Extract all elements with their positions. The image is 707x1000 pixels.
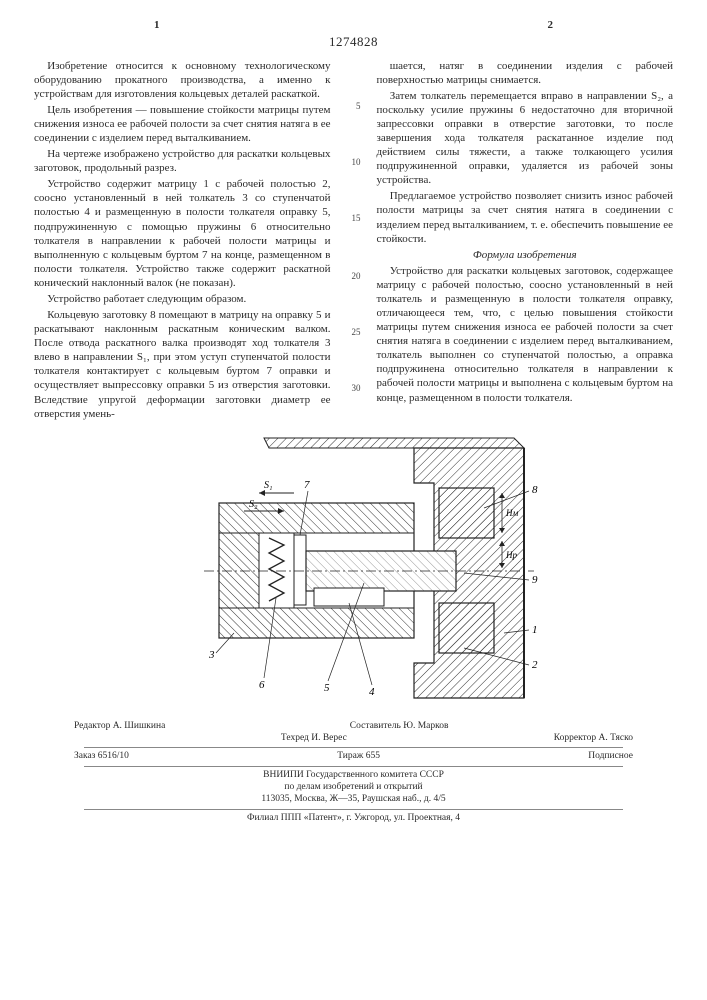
footer-tirage: Тираж 655 <box>337 751 380 763</box>
footer-row-authors: Редактор А. Шишкина Составитель Ю. Марко… <box>34 721 673 733</box>
label-7: 7 <box>304 479 310 491</box>
footer-rule-1 <box>84 747 623 748</box>
c1-p4: Устройство содержит матрицу 1 с рабочей … <box>34 177 331 290</box>
line-number-gutter: 5 10 15 20 25 30 <box>345 59 363 423</box>
body-columns: Изобретение относится к основному технол… <box>34 59 673 423</box>
header: 1 2 1274828 <box>34 18 673 51</box>
col-num-left: 1 <box>154 18 160 32</box>
c2-p1: шается, натяг в соединении изделия с раб… <box>377 59 674 87</box>
tick-30: 30 <box>352 383 361 395</box>
c1-p1: Изобретение относится к основному технол… <box>34 59 331 101</box>
c1-p2: Цель изобретения — повышение стойкости м… <box>34 103 331 145</box>
label-2: 2 <box>532 659 538 671</box>
tick-15: 15 <box>352 213 361 225</box>
label-5: 5 <box>324 682 330 694</box>
footer-line-4: по делам изобретений и открытий <box>34 782 673 794</box>
footer-row-tech: Техред И. Верес Корректор А. Тяско <box>34 733 673 745</box>
footer-order: Заказ 6516/10 <box>74 751 129 763</box>
tick-20: 20 <box>352 271 361 283</box>
technical-drawing: S₁ S₂ Hм Hр 3 6 7 <box>164 433 544 713</box>
label-hp: Hр <box>505 550 517 560</box>
tick-5: 5 <box>356 101 361 113</box>
label-3: 3 <box>208 649 215 661</box>
label-9: 9 <box>532 574 538 586</box>
page: 1 2 1274828 Изобретение относится к осно… <box>0 0 707 1000</box>
footer: Редактор А. Шишкина Составитель Ю. Марко… <box>34 721 673 825</box>
c1-p5: Устройство работает следующим образом. <box>34 292 331 306</box>
c1-p3: На чертеже изображено устройство для рас… <box>34 147 331 175</box>
label-8: 8 <box>532 484 538 496</box>
label-s1: S₁ <box>264 480 272 491</box>
drawing-svg: S₁ S₂ Hм Hр 3 6 7 <box>164 433 544 713</box>
footer-compiler: Составитель Ю. Марков <box>350 721 449 733</box>
col-num-right: 2 <box>548 18 554 32</box>
arrow-s1: S₁ <box>259 480 294 496</box>
formula-heading: Формула изобретения <box>377 248 674 262</box>
footer-line-6: Филиал ППП «Патент», г. Ужгород, ул. Про… <box>34 813 673 825</box>
c2-p3: Предлагаемое устройство позволяет снизит… <box>377 189 674 245</box>
label-1: 1 <box>532 624 538 636</box>
footer-corrector: Корректор А. Тяско <box>554 733 633 745</box>
column-2: шается, натяг в соединении изделия с раб… <box>377 59 674 423</box>
label-6: 6 <box>259 679 265 691</box>
tick-10: 10 <box>352 157 361 169</box>
footer-row-print: Заказ 6516/10 Тираж 655 Подписное <box>34 751 673 763</box>
label-4: 4 <box>369 686 375 698</box>
footer-rule-3 <box>84 809 623 810</box>
footer-line-5: 113035, Москва, Ж—35, Раушская наб., д. … <box>34 794 673 806</box>
footer-techred: Техред И. Верес <box>281 733 347 745</box>
label-hm: Hм <box>505 508 518 518</box>
footer-editor: Редактор А. Шишкина <box>74 721 165 733</box>
footer-subscr: Подписное <box>588 751 633 763</box>
c1-p6: Кольцевую заготовку 8 помещают в матрицу… <box>34 308 331 421</box>
c2-p4: Устройство для раскатки кольцевых загото… <box>377 264 674 405</box>
c2-p2: Затем толкатель перемещается вправо в на… <box>377 89 674 188</box>
label-s2: S₂ <box>249 499 258 510</box>
tick-25: 25 <box>352 327 361 339</box>
patent-number: 1274828 <box>34 34 673 51</box>
column-numbers: 1 2 <box>34 18 673 32</box>
footer-line-3: ВНИИПИ Государственного комитета СССР <box>34 770 673 782</box>
footer-rule-2 <box>84 766 623 767</box>
column-1: Изобретение относится к основному технол… <box>34 59 331 423</box>
